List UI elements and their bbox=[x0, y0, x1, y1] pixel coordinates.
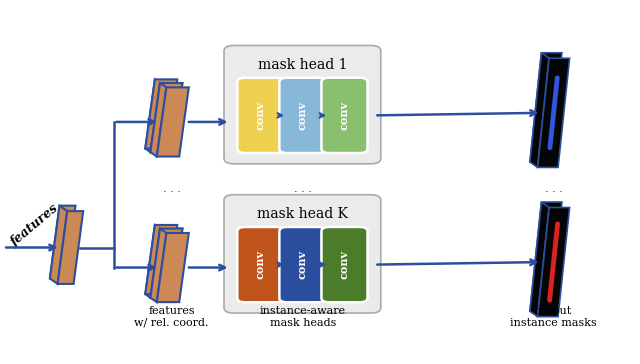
Text: . . .: . . . bbox=[294, 184, 312, 194]
FancyBboxPatch shape bbox=[237, 227, 284, 302]
Polygon shape bbox=[150, 83, 182, 152]
Polygon shape bbox=[538, 207, 570, 317]
Polygon shape bbox=[157, 87, 189, 157]
Polygon shape bbox=[530, 53, 562, 162]
Text: instance-aware
mask heads: instance-aware mask heads bbox=[260, 306, 346, 328]
Text: features: features bbox=[9, 202, 61, 249]
Text: conv: conv bbox=[339, 101, 350, 130]
Polygon shape bbox=[157, 233, 189, 302]
FancyBboxPatch shape bbox=[321, 78, 367, 153]
Polygon shape bbox=[530, 202, 562, 311]
Polygon shape bbox=[150, 229, 166, 302]
Polygon shape bbox=[58, 211, 83, 284]
Polygon shape bbox=[145, 225, 177, 294]
Text: mask head 1: mask head 1 bbox=[258, 58, 347, 72]
FancyBboxPatch shape bbox=[224, 46, 381, 164]
Text: output
instance masks: output instance masks bbox=[510, 306, 597, 328]
Text: conv: conv bbox=[255, 250, 266, 279]
Polygon shape bbox=[145, 225, 160, 298]
Polygon shape bbox=[145, 79, 177, 149]
FancyBboxPatch shape bbox=[237, 78, 284, 153]
Text: conv: conv bbox=[255, 101, 266, 130]
Text: conv: conv bbox=[297, 250, 308, 279]
Polygon shape bbox=[530, 202, 549, 317]
FancyBboxPatch shape bbox=[279, 78, 325, 153]
Polygon shape bbox=[538, 58, 570, 167]
Text: features
w/ rel. coord.: features w/ rel. coord. bbox=[134, 306, 209, 328]
Text: conv: conv bbox=[297, 101, 308, 130]
Text: conv: conv bbox=[339, 250, 350, 279]
Text: . . .: . . . bbox=[163, 184, 180, 194]
Text: . . .: . . . bbox=[545, 184, 563, 194]
FancyBboxPatch shape bbox=[224, 195, 381, 313]
FancyBboxPatch shape bbox=[279, 227, 325, 302]
Polygon shape bbox=[530, 53, 549, 167]
FancyBboxPatch shape bbox=[321, 227, 367, 302]
Polygon shape bbox=[145, 79, 160, 152]
Polygon shape bbox=[50, 206, 67, 284]
Polygon shape bbox=[50, 206, 76, 278]
Polygon shape bbox=[150, 83, 166, 157]
Polygon shape bbox=[150, 83, 182, 152]
Polygon shape bbox=[150, 229, 182, 298]
Text: mask head K: mask head K bbox=[257, 207, 348, 221]
Polygon shape bbox=[150, 229, 182, 298]
